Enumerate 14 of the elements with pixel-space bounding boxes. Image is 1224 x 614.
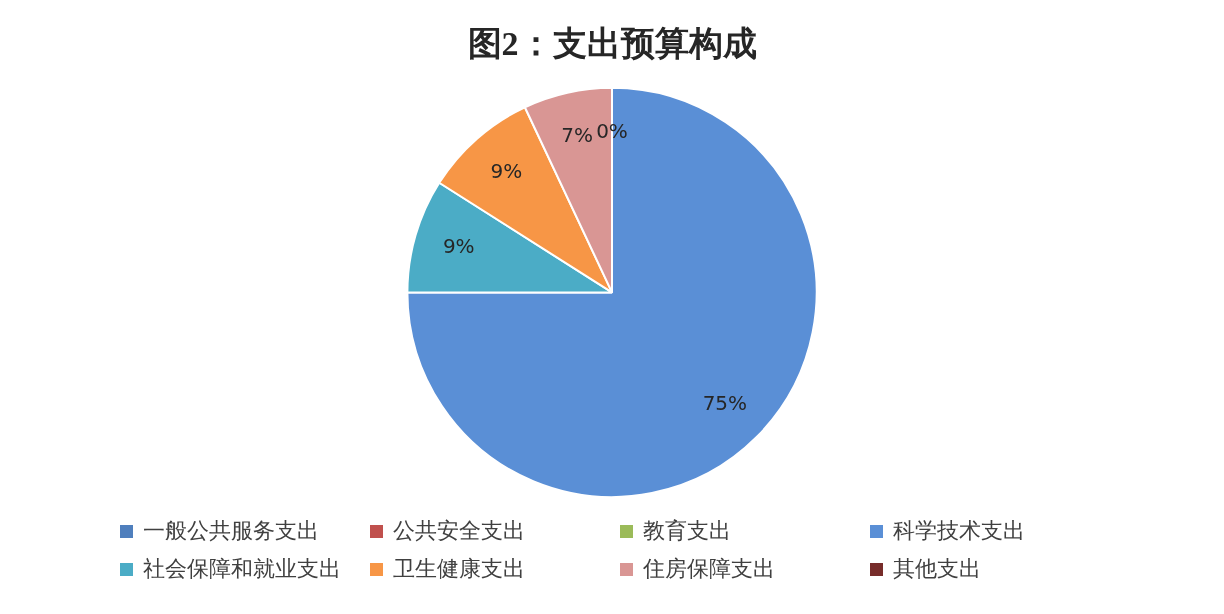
legend-label: 一般公共服务支出: [143, 517, 319, 545]
legend-label: 社会保障和就业支出: [143, 555, 341, 583]
legend-label: 卫生健康支出: [393, 555, 525, 583]
text: 0%: [596, 119, 628, 144]
data-label: 7%: [561, 122, 594, 147]
data-label: 75%: [702, 391, 748, 416]
legend-label: 科学技术支出: [893, 517, 1025, 545]
legend-label: 公共安全支出: [393, 517, 525, 545]
data-label: 9%: [490, 158, 523, 183]
legend-label: 住房保障支出: [643, 555, 775, 583]
chart-title: 图2：支出预算构成: [467, 25, 757, 63]
legend-label: 其他支出: [893, 555, 981, 583]
data-label: 9%: [442, 234, 475, 259]
legend-label: 教育支出: [643, 517, 731, 545]
